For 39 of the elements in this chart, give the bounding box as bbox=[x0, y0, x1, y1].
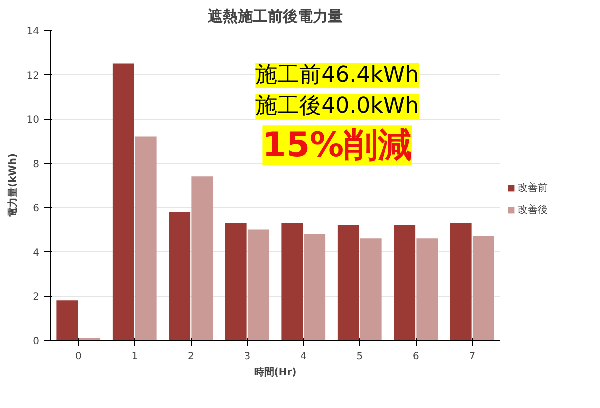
y-tick-label: 6 bbox=[33, 204, 40, 215]
bar bbox=[169, 212, 191, 340]
bar bbox=[304, 234, 326, 340]
legend-label: 改善後 bbox=[518, 204, 548, 216]
annotation: 15%削減 bbox=[262, 126, 412, 166]
bar bbox=[338, 225, 360, 340]
bar bbox=[56, 300, 78, 340]
bar bbox=[472, 236, 494, 340]
x-tick-label: 0 bbox=[75, 352, 82, 362]
y-tick-label: 14 bbox=[26, 26, 40, 38]
bar bbox=[282, 223, 304, 340]
y-tick-label: 8 bbox=[33, 159, 40, 170]
y-tick-label: 0 bbox=[33, 336, 40, 348]
bar bbox=[112, 64, 134, 340]
x-tick-label: 7 bbox=[469, 352, 476, 362]
x-tick-label: 6 bbox=[412, 352, 420, 362]
y-tick-label: 2 bbox=[33, 292, 40, 304]
x-tick-label: 2 bbox=[188, 352, 194, 362]
bar bbox=[225, 223, 247, 340]
y-tick-label: 4 bbox=[33, 248, 40, 259]
bar bbox=[450, 223, 472, 340]
bar bbox=[192, 176, 214, 340]
y-tick-label: 12 bbox=[26, 70, 40, 82]
x-tick-label: 1 bbox=[132, 352, 138, 362]
chart-title: 遮熱施工前後電力量 bbox=[207, 8, 343, 26]
legend-label: 改善前 bbox=[518, 182, 548, 194]
annotation: 施工後40.0kWh bbox=[256, 94, 420, 120]
bar bbox=[360, 238, 382, 340]
bar bbox=[394, 225, 416, 340]
x-axis-title: 時間(Hr) bbox=[254, 366, 297, 378]
x-tick-label: 5 bbox=[356, 352, 364, 362]
annotation: 施工前46.4kWh bbox=[256, 63, 420, 88]
x-tick-label: 4 bbox=[300, 352, 307, 362]
x-tick-label: 3 bbox=[244, 352, 251, 362]
bar bbox=[135, 136, 157, 340]
y-axis-title: 電力量(kWh) bbox=[6, 154, 19, 218]
bar bbox=[248, 230, 270, 340]
bar bbox=[416, 238, 438, 340]
y-tick-label: 10 bbox=[26, 115, 40, 126]
